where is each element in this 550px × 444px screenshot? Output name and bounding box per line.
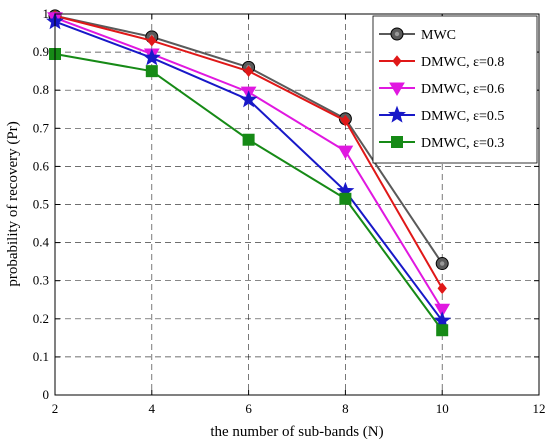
x-tick-label: 4 xyxy=(149,401,156,416)
y-tick-label: 0.6 xyxy=(33,158,50,173)
y-tick-label: 0 xyxy=(43,387,50,402)
x-tick-label: 8 xyxy=(342,401,349,416)
data-point xyxy=(239,90,258,108)
legend-label: DMWC, ε=0.5 xyxy=(421,109,504,124)
y-tick-label: 0.5 xyxy=(33,197,49,212)
legend-marker xyxy=(388,105,406,123)
legend-label: DMWC, ε=0.8 xyxy=(421,55,504,70)
x-tick-label: 6 xyxy=(245,401,252,416)
legend-label: MWC xyxy=(421,28,456,43)
y-tick-label: 0.2 xyxy=(33,311,49,326)
data-point xyxy=(433,311,452,329)
legend-marker xyxy=(391,136,403,148)
legend-entry: DMWC, ε=0.3 xyxy=(379,136,504,151)
data-point xyxy=(340,114,351,127)
y-tick-label: 0.7 xyxy=(33,120,50,135)
legend: MWC DMWC, ε=0.8 DMWC, ε=0.6 DMWC, ε=0.5 DMWC… xyxy=(372,15,538,164)
plot-frame xyxy=(54,13,540,396)
data-point xyxy=(337,145,354,160)
y-tick-label: 1 xyxy=(43,6,50,21)
y-tick-label: 0.4 xyxy=(33,235,50,250)
legend-marker xyxy=(389,82,405,96)
x-tick-label: 10 xyxy=(436,401,449,416)
data-point xyxy=(243,65,254,77)
data-point xyxy=(147,34,157,47)
legend-label: DMWC, ε=0.6 xyxy=(421,82,504,97)
y-tick-label: 0.3 xyxy=(33,273,49,288)
data-point xyxy=(437,282,447,295)
data-point xyxy=(434,303,451,318)
legend-entry: MWC xyxy=(379,27,456,43)
data-point-center xyxy=(440,261,445,266)
data-point xyxy=(339,192,352,205)
data-point xyxy=(242,133,255,146)
data-point xyxy=(436,324,449,337)
x-tick-label: 2 xyxy=(52,401,59,416)
x-axis-label: the number of sub-bands (N) xyxy=(210,424,383,440)
y-tick-label: 0.1 xyxy=(33,349,49,364)
y-axis-ticks: 0 0.1 0.2 0.3 0.4 0.5 0.6 0.7 0.8 0.9 1 xyxy=(33,6,539,402)
x-axis-ticks: 2 4 6 8 10 12 xyxy=(52,14,546,416)
y-tick-label: 0.9 xyxy=(33,44,49,59)
legend-label: DMWC, ε=0.3 xyxy=(421,136,504,151)
data-point xyxy=(142,48,161,66)
legend-entry: DMWC, ε=0.5 xyxy=(379,105,504,124)
legend-entry: DMWC, ε=0.6 xyxy=(379,82,504,97)
legend-marker xyxy=(392,55,402,67)
legend-marker-center xyxy=(394,31,400,37)
data-point xyxy=(145,65,158,78)
y-axis-label: probability of recovery (Pr) xyxy=(5,121,21,286)
y-tick-label: 0.8 xyxy=(33,82,49,97)
x-tick-label: 12 xyxy=(533,401,546,416)
legend-entry: DMWC, ε=0.8 xyxy=(379,55,504,70)
